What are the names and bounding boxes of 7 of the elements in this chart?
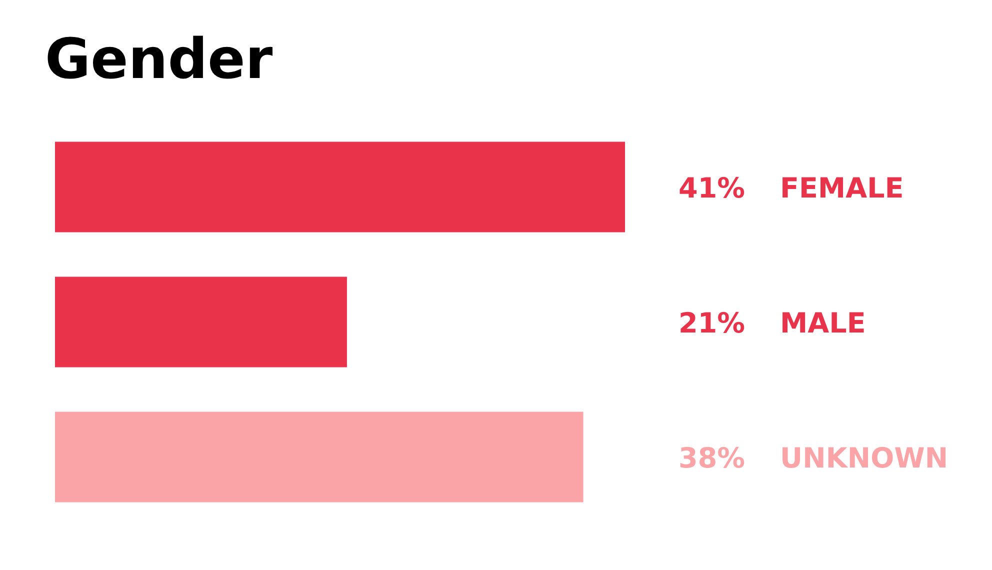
y-tick-label: MALE <box>782 312 864 333</box>
data-label: 38% <box>680 446 744 468</box>
y-tick-label: UNKNOWN <box>782 446 946 468</box>
chart-title: Gender <box>48 36 273 79</box>
data-label: 21% <box>680 312 744 333</box>
data-label: 41% <box>680 176 744 198</box>
y-tick-label: FEMALE <box>782 177 902 198</box>
